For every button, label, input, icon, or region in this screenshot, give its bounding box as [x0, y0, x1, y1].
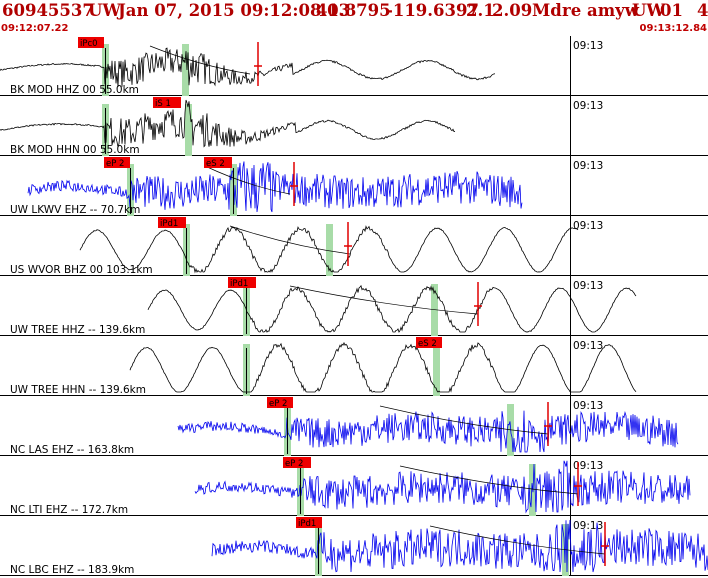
trace-panel-7[interactable]: 09:13 eP 2 NC LAS EHZ -- 163.8km	[0, 396, 708, 456]
pick-flag-label: iPd1	[230, 279, 248, 289]
pick-window	[433, 344, 440, 396]
pick-flag[interactable]	[78, 37, 104, 48]
trace-panel-area[interactable]: 09:13 iPc0 BK MOD HHZ 00 55.0km 09:13 iS 1 BK…	[0, 36, 708, 578]
station-channel-label: NC LTI EHZ -- 172.7km	[10, 504, 128, 516]
pick-flag-label: iPd1	[298, 519, 316, 529]
event-datetime: Jan 07, 2015 09:12:08.03	[118, 1, 351, 20]
trace-panel-8[interactable]: 09:13 eP 2 NC LTI EHZ -- 172.7km	[0, 456, 708, 516]
trace-panel-3[interactable]: 09:13 eP 2 eS 2 UW LKWV EHZ -- 70.7km	[0, 156, 708, 216]
minute-tick-label: 09:13	[573, 400, 603, 412]
waveform-trace[interactable]	[129, 341, 637, 393]
event-source: UW	[632, 1, 665, 20]
event-analyst: amyw	[587, 1, 639, 20]
travel-time-curve	[429, 525, 606, 555]
pick-flag[interactable]	[296, 517, 322, 528]
waveform-trace[interactable]	[147, 284, 637, 333]
pick-flag[interactable]	[267, 397, 293, 408]
travel-time-curve	[379, 405, 549, 435]
pick-flag[interactable]	[416, 337, 442, 348]
station-channel-label: UW LKWV EHZ -- 70.7km	[10, 204, 140, 216]
event-latitude: 41.8795	[316, 1, 391, 20]
minute-tick-label: 09:13	[573, 100, 603, 112]
pick-flag[interactable]	[104, 157, 130, 168]
station-channel-label: UW TREE HHN -- 139.6km	[10, 384, 146, 396]
trace-panel-4[interactable]: 09:13 iPd1 US WVOR BHZ 00 103.1km	[0, 216, 708, 276]
trace-panel-2[interactable]: 09:13 iS 1 BK MOD HHN 00 55.0km	[0, 96, 708, 156]
station-channel-label: BK MOD HHZ 00 55.0km	[10, 84, 139, 96]
event-header: 60945537 UW Jan 07, 2015 09:12:08.03 41.…	[0, 0, 708, 22]
minute-tick-label: 09:13	[573, 280, 603, 292]
minute-tick-label: 09:13	[573, 460, 603, 472]
travel-time-curve	[149, 45, 251, 75]
waveform-trace[interactable]	[79, 225, 579, 274]
event-status: re	[562, 1, 582, 20]
travel-time-curve	[399, 465, 579, 495]
station-channel-label: US WVOR BHZ 00 103.1km	[10, 264, 153, 276]
event-longitude: -119.6397	[386, 1, 479, 20]
window-end-time: 09:13:12.84	[639, 23, 707, 34]
minute-tick-label: 09:13	[573, 340, 603, 352]
trace-panel-5[interactable]: 09:13 iPd1 UW TREE HHZ -- 139.6km	[0, 276, 708, 336]
event-mag-type: Md	[532, 1, 562, 20]
station-channel-label: NC LBC EHZ -- 183.9km	[10, 564, 134, 576]
pick-flag[interactable]	[204, 157, 232, 168]
pick-flag-label: iPd1	[160, 219, 178, 229]
minute-tick-label: 09:13	[573, 40, 603, 52]
waveform-trace[interactable]	[177, 410, 679, 453]
pick-flag[interactable]	[153, 97, 181, 108]
minute-tick-label: 09:13	[573, 520, 603, 532]
waveform-trace[interactable]	[211, 519, 708, 573]
pick-flag-label: iPc0	[80, 39, 98, 49]
pick-window	[182, 44, 189, 96]
minute-tick-label: 09:13	[573, 220, 603, 232]
waveform-trace[interactable]	[0, 99, 456, 148]
event-magnitude: 2.1	[466, 1, 495, 20]
trace-panel-9[interactable]: 09:13 iPd1 NC LBC EHZ -- 183.9km	[0, 516, 708, 576]
waveform-trace[interactable]	[194, 460, 691, 514]
pick-flag[interactable]	[228, 277, 256, 288]
pick-flag-label: eP 2	[285, 459, 303, 469]
pick-flag-label: eS 2	[206, 159, 225, 169]
waveform-trace[interactable]	[27, 161, 523, 213]
pick-window	[326, 224, 333, 276]
event-version: 01	[660, 1, 683, 20]
pick-flag-label: eS 2	[418, 339, 437, 349]
minute-tick-label: 09:13	[573, 160, 603, 172]
travel-time-curve	[204, 165, 291, 195]
trace-panel-6[interactable]: 09:13 eS 2 UW TREE HHN -- 139.6km	[0, 336, 708, 396]
window-start-time: 09:12:07.22	[1, 23, 69, 34]
event-id: 60945537	[2, 1, 94, 20]
travel-time-curve	[229, 225, 351, 255]
pick-flag[interactable]	[283, 457, 311, 468]
station-channel-label: NC LAS EHZ -- 163.8km	[10, 444, 134, 456]
pick-flag-label: eP 2	[269, 399, 287, 409]
pick-flag[interactable]	[158, 217, 186, 228]
event-network: UW	[88, 1, 121, 20]
trace-panel-1[interactable]: 09:13 iPc0 BK MOD HHZ 00 55.0km	[0, 36, 708, 96]
event-page: 4	[697, 1, 708, 20]
pick-flag-label: iS 1	[155, 99, 171, 109]
pick-flag-label: eP 2	[106, 159, 124, 169]
pick-window	[185, 104, 192, 156]
event-mag-value: 2.09	[492, 1, 533, 20]
waveform-trace[interactable]	[0, 47, 496, 88]
travel-time-curve	[289, 285, 479, 315]
station-channel-label: BK MOD HHN 00 55.0km	[10, 144, 140, 156]
station-channel-label: UW TREE HHZ -- 139.6km	[10, 324, 145, 336]
